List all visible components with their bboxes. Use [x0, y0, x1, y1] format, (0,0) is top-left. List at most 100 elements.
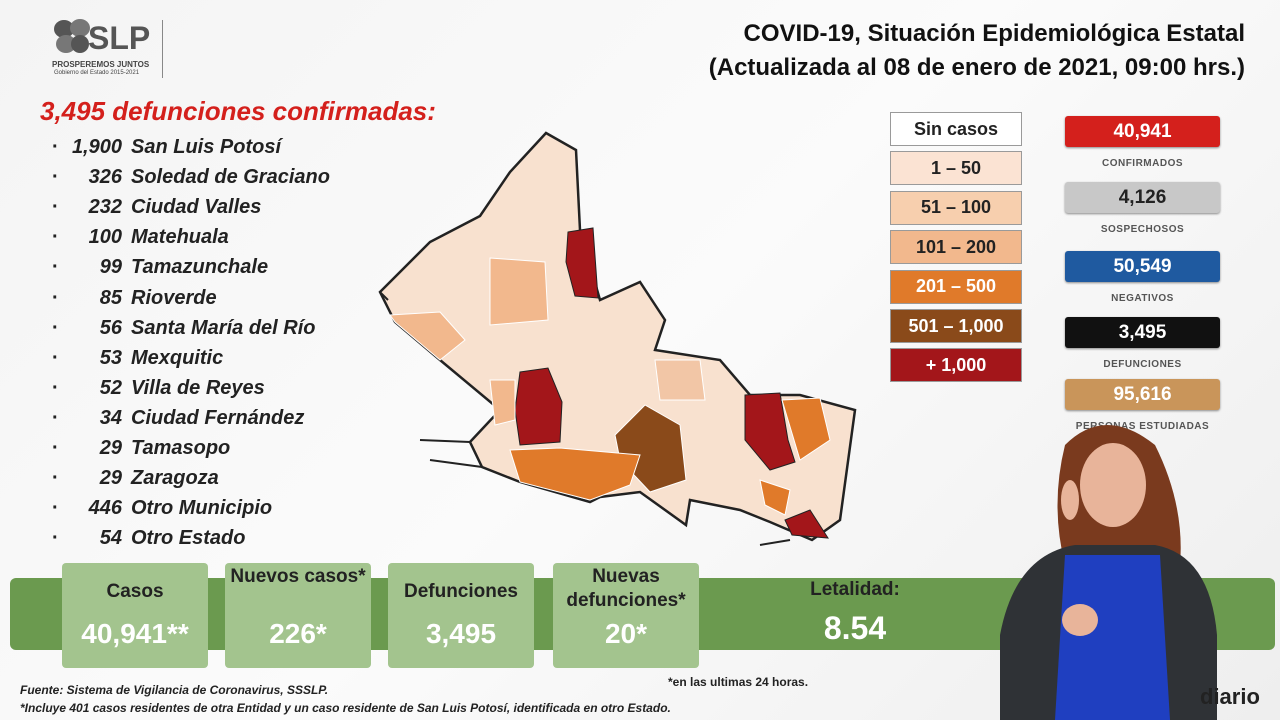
bullet: · [52, 437, 59, 459]
municipality: Rioverde [131, 286, 217, 309]
death-count: 52 [99, 376, 122, 399]
bullet: · [52, 316, 59, 339]
stat-value: 50,549 [1065, 251, 1220, 282]
logo-subtagline: Gobierno del Estado 2015-2021 [54, 70, 140, 76]
logo-tagline: PROSPEREMOS JUNTOS [52, 60, 150, 69]
logo: SLP PROSPEREMOS JUNTOS Gobierno del Esta… [52, 16, 167, 80]
summary-box [553, 563, 699, 668]
logo-icon [54, 19, 90, 53]
death-item: · 232 Ciudad Valles [40, 196, 370, 224]
bullet: · [52, 406, 59, 429]
stat-value: 40,941 [1065, 116, 1220, 147]
stat-label: SOSPECHOSOS [1100, 224, 1185, 235]
summary-value: 8.54 [823, 610, 887, 646]
death-count: 99 [99, 256, 122, 279]
stat-label: CONFIRMADOS [1101, 158, 1184, 169]
logo-text: SLP [88, 20, 151, 56]
interpreter [1000, 425, 1217, 720]
summary-value: 3,495 [425, 618, 497, 649]
death-count: 29 [99, 437, 122, 459]
municipality: Ciudad Valles [131, 196, 262, 219]
stat-value: 4,126 [1065, 182, 1220, 213]
subtitle: (Actualizada al 08 de enero de 2021, 09:… [708, 54, 1245, 81]
stat-label: PERSONAS ESTUDIADAS [1075, 421, 1210, 432]
summary-box [225, 563, 371, 668]
death-item: · 54 Otro Estado [40, 527, 370, 555]
death-count: 326 [88, 166, 122, 189]
stat-label: NEGATIVOS [1111, 293, 1174, 304]
summary-label: Defunciones [403, 581, 519, 602]
death-count: 1,900 [71, 136, 122, 158]
death-item: · 1,900 San Luis Potosí [40, 136, 370, 164]
source: Fuente: Sistema de Vigilancia de Coronav… [20, 683, 329, 697]
deaths-heading: 3,495 defunciones confirmadas: [40, 96, 436, 126]
death-item: · 52 Villa de Reyes [40, 377, 370, 405]
bullet: · [52, 166, 59, 189]
death-item: · 34 Ciudad Fernández [40, 407, 370, 435]
municipality: Otro Estado [131, 527, 246, 550]
municipality: Mexquitic [131, 346, 224, 369]
municipality: Santa María del Río [131, 316, 316, 339]
summary-box [388, 563, 534, 668]
map [378, 131, 857, 546]
summary-label: Nuevos casos* [230, 566, 366, 587]
death-item: · 99 Tamazunchale [40, 256, 370, 284]
bullet: · [52, 467, 59, 490]
stat-label: DEFUNCIONES [1103, 359, 1182, 370]
death-item: · 56 Santa María del Río [40, 317, 370, 345]
summary-value: 40,941** [81, 618, 189, 649]
death-count: 100 [88, 226, 122, 249]
summary-value: 20* [604, 618, 648, 649]
death-item: · 29 Tamasopo [40, 437, 370, 465]
death-item: · 53 Mexquitic [40, 347, 370, 375]
municipality: Zaragoza [131, 467, 219, 490]
legend-item: 501 – 1,000 [890, 309, 1022, 343]
bullet: · [52, 376, 59, 399]
death-count: 29 [99, 467, 122, 490]
death-count: 85 [99, 286, 122, 309]
summary-value: 226* [269, 618, 327, 649]
death-item: · 85 Rioverde [40, 287, 370, 315]
bullet: · [52, 256, 59, 279]
death-count: 53 [99, 346, 122, 369]
watermark: diario [1200, 684, 1260, 709]
municipality: Tamasopo [131, 437, 231, 459]
legend-item: 101 – 200 [890, 230, 1022, 265]
title: COVID-19, Situación Epidemiológica Estat… [743, 20, 1245, 47]
footnote: *en las ultimas 24 horas. [668, 675, 809, 689]
death-item: · 326 Soledad de Graciano [40, 166, 370, 194]
municipality: Otro Municipio [131, 497, 273, 520]
bullet: · [52, 136, 59, 158]
death-count: 34 [99, 406, 122, 429]
legend-item: Sin casos [890, 112, 1022, 146]
bullet: · [52, 346, 59, 369]
municipality: Ciudad Fernández [131, 406, 305, 429]
source-note: *Incluye 401 casos residentes de otra En… [20, 701, 671, 715]
municipality: Soledad de Graciano [131, 166, 330, 189]
municipality: Tamazunchale [131, 256, 269, 279]
legend-item: 1 – 50 [890, 151, 1022, 186]
death-count: 54 [99, 527, 122, 550]
death-item: · 29 Zaragoza [40, 467, 370, 495]
summary-label: Letalidad: [810, 579, 900, 600]
stat-value: 3,495 [1065, 317, 1220, 348]
summary-label: Casos [106, 581, 164, 602]
summary-label: Nuevas defunciones* [566, 566, 686, 611]
death-item: · 100 Matehuala [40, 226, 370, 254]
bullet: · [52, 286, 59, 309]
death-item: · 446 Otro Municipio [40, 497, 370, 525]
bullet: · [52, 196, 59, 219]
summary-box [62, 563, 208, 668]
death-count: 232 [88, 196, 122, 219]
bullet: · [52, 527, 59, 550]
logo-divider [162, 20, 163, 78]
stat-value: 95,616 [1065, 379, 1220, 410]
death-count: 446 [88, 497, 122, 520]
death-count: 56 [99, 316, 122, 339]
municipality: Matehuala [131, 226, 229, 249]
bullet: · [52, 497, 59, 520]
municipality: Villa de Reyes [131, 376, 265, 399]
bullet: · [52, 226, 59, 249]
legend-item: 51 – 100 [890, 190, 1022, 225]
